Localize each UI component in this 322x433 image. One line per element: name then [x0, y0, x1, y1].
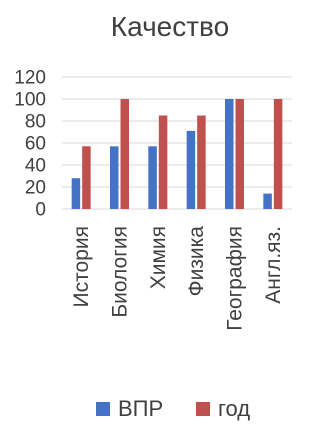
bar-vpr-3 [186, 130, 196, 209]
x-category-label: Англ.яз. [262, 226, 285, 304]
bar-vpr-5 [263, 193, 272, 209]
legend-label: год [218, 396, 250, 421]
bar-god-1 [120, 99, 129, 209]
chart-title: Качество [111, 11, 229, 42]
legend: ВПР год [96, 396, 250, 421]
gridlines [62, 76, 292, 210]
bar-god-5 [273, 99, 283, 209]
y-tick-label: 20 [25, 178, 46, 199]
bar-vpr-4 [225, 99, 234, 209]
bar-vpr-1 [110, 146, 119, 209]
bar-vpr-0 [71, 178, 81, 209]
y-tick-label: 120 [14, 68, 46, 89]
bars [71, 99, 283, 209]
y-tick-label: 80 [25, 112, 46, 133]
bar-god-4 [235, 99, 244, 209]
y-tick-label: 0 [35, 200, 46, 221]
x-category-label: География [224, 226, 247, 331]
y-tick-label: 40 [25, 156, 46, 177]
bar-god-0 [82, 146, 91, 209]
y-tick-label: 100 [14, 90, 46, 111]
legend-swatch [196, 402, 210, 416]
bar-vpr-2 [148, 146, 157, 209]
x-category-label: Физика [185, 226, 208, 297]
y-tick-label: 60 [25, 134, 46, 155]
x-category-label: История [70, 226, 93, 307]
x-category-label: Химия [147, 226, 170, 289]
x-axis-categories: История Биология Химия Физика География Англ.… [70, 226, 285, 331]
x-category-label: Биология [109, 226, 132, 318]
bar-god-3 [197, 115, 206, 209]
legend-label: ВПР [118, 396, 163, 421]
bar-god-2 [158, 115, 168, 209]
legend-swatch [96, 402, 110, 416]
